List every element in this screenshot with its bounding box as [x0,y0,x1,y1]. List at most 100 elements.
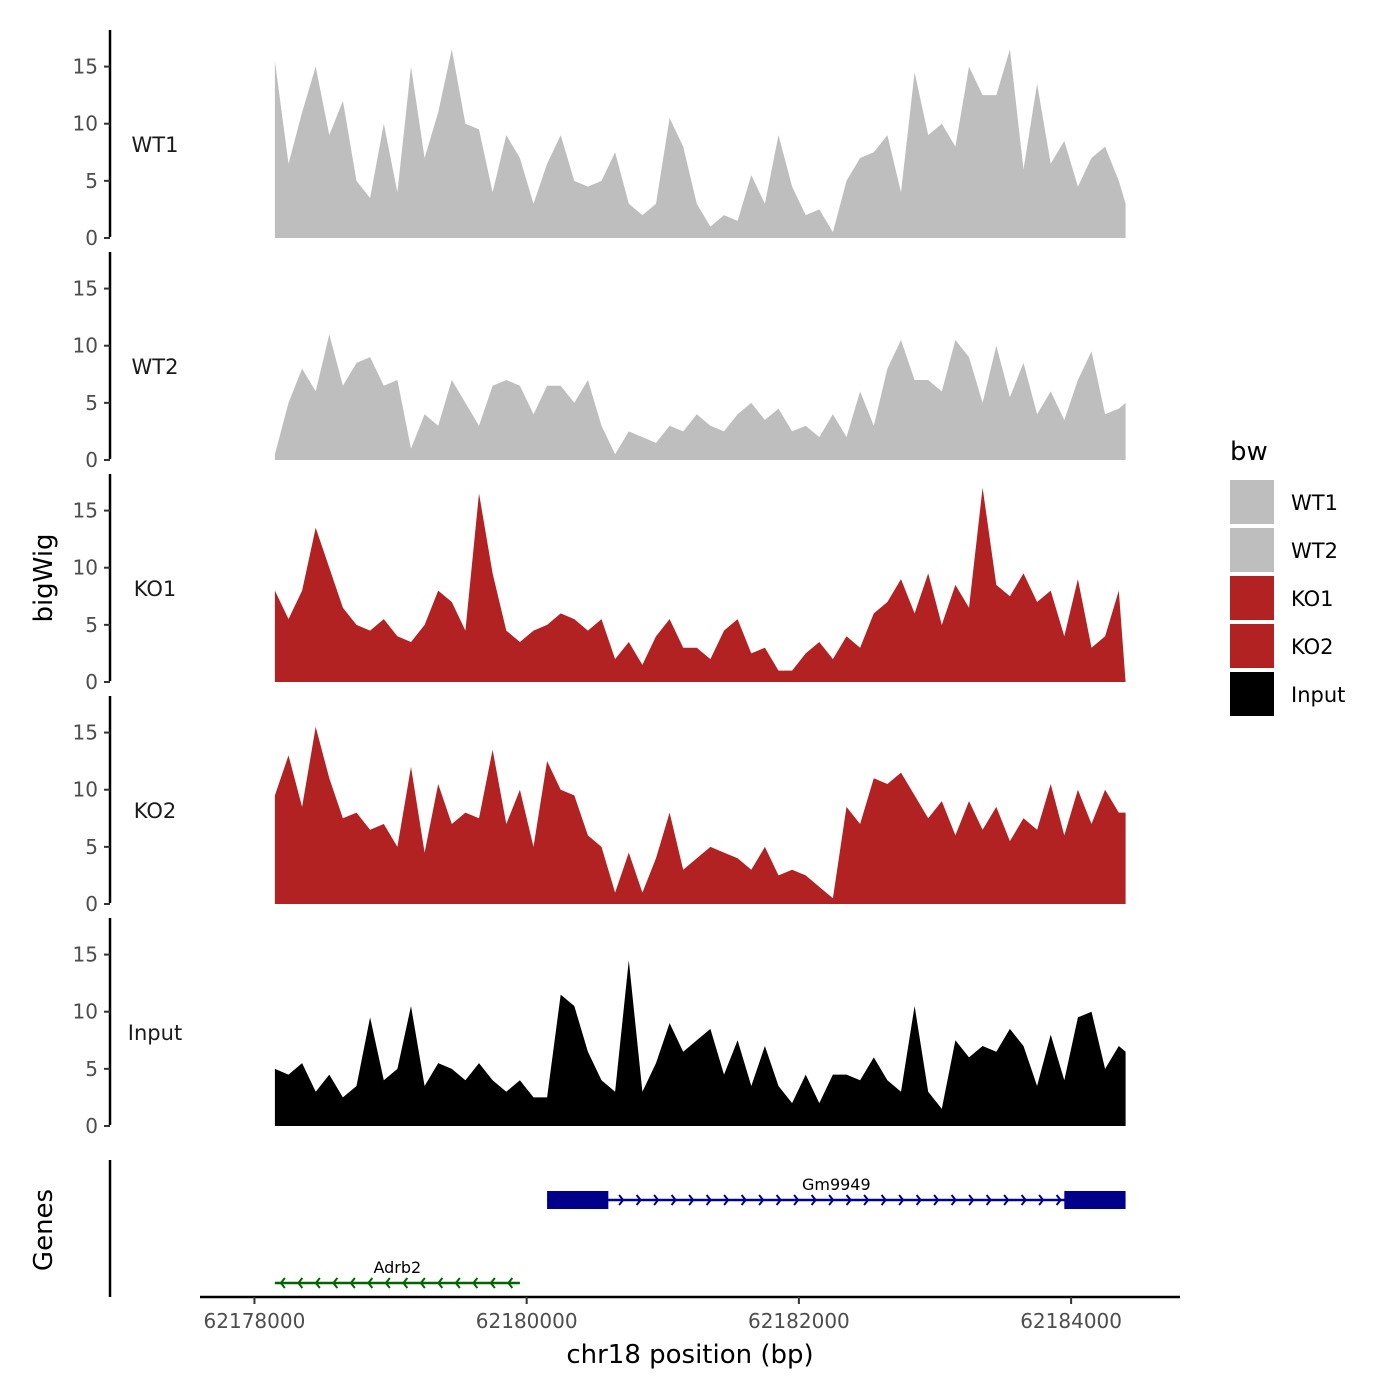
coverage-area-wt1 [274,49,1126,239]
track-ko2: 0 5 10 15 KO2 [73,696,1126,916]
y-tick-label: 15 [73,55,98,79]
legend-label: KO2 [1291,635,1334,659]
gene-gm9949: Gm9949 [547,1175,1126,1209]
legend-label: Input [1291,683,1345,707]
legend-item-wt2: WT2 [1230,528,1338,572]
legend-item-ko2: KO2 [1230,624,1334,668]
coverage-area-input [274,960,1126,1126]
strand-arrow [454,1277,461,1289]
track-input: 0 5 10 15 Input [73,918,1126,1138]
coverage-area-ko1 [274,487,1126,682]
strand-arrow [314,1277,321,1289]
strand-arrow [1038,1194,1045,1206]
exon-block [547,1191,609,1209]
track-wt2: 0 5 10 15 WT2 [73,252,1126,472]
track-label: WT1 [132,133,179,157]
y-axis-title: bigWig [29,533,59,622]
strand-arrow [653,1194,660,1206]
strand-arrow [758,1194,765,1206]
exon-block [1064,1191,1126,1209]
strand-arrow [933,1194,940,1206]
track-label: KO2 [134,799,177,823]
gene-label: Gm9949 [802,1175,871,1194]
y-tick-label: 15 [73,277,98,301]
strand-arrow [419,1277,426,1289]
gene-label: Adrb2 [373,1258,421,1277]
strand-arrow [898,1194,905,1206]
y-tick-label: 0 [85,892,98,916]
track-label: KO1 [134,577,177,601]
strand-arrow [670,1194,677,1206]
strand-arrow [279,1277,286,1289]
y-tick-label: 0 [85,226,98,250]
y-tick-label: 15 [73,721,98,745]
strand-arrow [880,1194,887,1206]
legend-swatch [1230,672,1274,716]
y-tick-label: 15 [73,499,98,523]
strand-arrow [705,1194,712,1206]
strand-arrow [618,1194,625,1206]
y-tick-label: 10 [73,778,98,802]
y-tick-label: 5 [85,391,98,415]
strand-arrow [688,1194,695,1206]
strand-arrow [332,1277,339,1289]
legend-item-wt1: WT1 [1230,480,1338,524]
strand-arrow [1020,1194,1027,1206]
legend-item-ko1: KO1 [1230,576,1334,620]
strand-arrow [507,1277,514,1289]
strand-arrow [635,1194,642,1206]
y-tick-label: 0 [85,1114,98,1138]
x-tick-label: 62182000 [748,1309,850,1333]
legend-label: WT2 [1291,539,1338,563]
track-wt1: 0 5 10 15 WT1 [73,30,1126,250]
track-ko1: 0 5 10 15 KO1 [73,474,1126,694]
legend-swatch [1230,624,1274,668]
y-tick-label: 5 [85,835,98,859]
y-tick-label: 10 [73,556,98,580]
y-tick-label: 10 [73,334,98,358]
legend-label: WT1 [1291,491,1338,515]
genes-panel: Gm9949 Adrb2 [108,1160,1126,1297]
legend-label: KO1 [1291,587,1334,611]
x-tick-label: 62184000 [1020,1309,1122,1333]
strand-arrow [793,1194,800,1206]
legend-title: bw [1230,437,1268,467]
legend-swatch [1230,576,1274,620]
legend: bw WT1 WT2 KO1 KO2 Input [1230,437,1345,716]
strand-arrow [1055,1194,1062,1206]
strand-arrow [845,1194,852,1206]
y-tick-label: 5 [85,169,98,193]
strand-arrow [297,1277,304,1289]
strand-arrow [1003,1194,1010,1206]
strand-arrow [723,1194,730,1206]
y-tick-label: 10 [73,1000,98,1024]
strand-arrow [437,1277,444,1289]
x-axis: 62178000 62180000 62182000 62184000 [200,1295,1180,1333]
strand-arrow [915,1194,922,1206]
x-tick-label: 62178000 [204,1309,306,1333]
legend-swatch [1230,480,1274,524]
strand-arrow [828,1194,835,1206]
strand-arrow [349,1277,356,1289]
strand-arrow [863,1194,870,1206]
y-tick-label: 0 [85,670,98,694]
track-label: WT2 [132,355,179,379]
strand-arrow [367,1277,374,1289]
strand-arrow [740,1194,747,1206]
strand-arrow [810,1194,817,1206]
y-tick-label: 15 [73,943,98,967]
track-label: Input [128,1021,182,1045]
legend-swatch [1230,528,1274,572]
genes-axis-title: Genes [29,1189,59,1271]
strand-arrow [968,1194,975,1206]
strand-arrow [985,1194,992,1206]
legend-item-input: Input [1230,672,1345,716]
coverage-area-ko2 [274,726,1126,904]
y-tick-label: 5 [85,613,98,637]
strand-arrow [489,1277,496,1289]
strand-arrow [384,1277,391,1289]
coverage-tracks: 0 5 10 15 WT1 0 5 10 15 WT2 0 5 10 15 KO1 0 5 10 15 KO2 0 5 10… [73,30,1126,1138]
strand-arrow [402,1277,409,1289]
y-tick-label: 0 [85,448,98,472]
